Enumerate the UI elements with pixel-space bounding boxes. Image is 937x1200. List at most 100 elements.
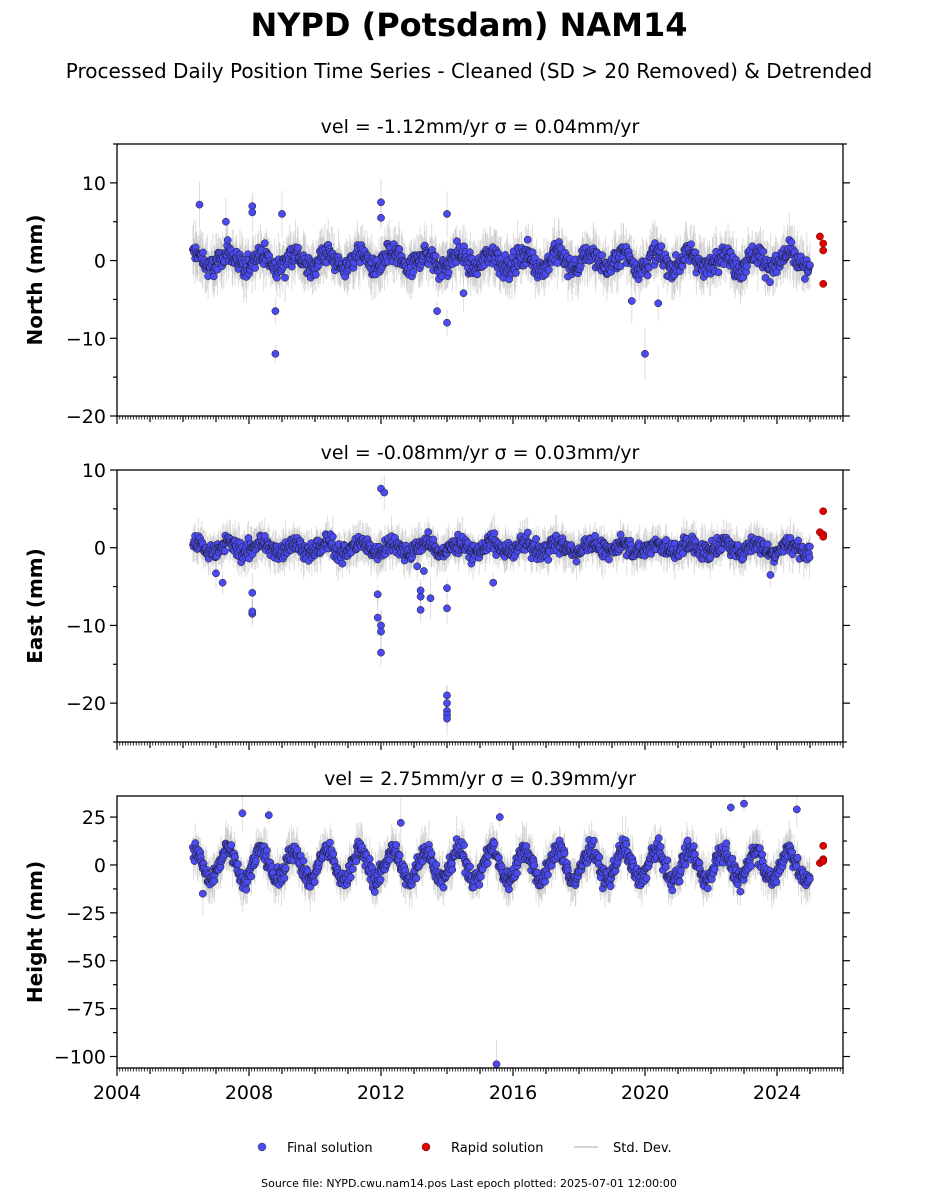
panel-north: vel = -1.12mm/yr σ = 0.04mm/yr North (mm)… <box>23 116 850 428</box>
final-point <box>443 714 451 723</box>
rapid-point <box>819 246 828 255</box>
final-point <box>473 270 481 279</box>
final-point <box>443 318 451 327</box>
y-tick-label: 10 <box>82 173 106 195</box>
y-axis-label: North (mm) <box>23 214 47 345</box>
final-point <box>212 569 220 578</box>
y-tick-label: −20 <box>66 406 106 428</box>
final-solution-points <box>189 484 814 723</box>
rapid-point <box>819 239 828 248</box>
final-point <box>429 535 438 544</box>
final-point <box>218 578 227 587</box>
series-final <box>189 178 828 380</box>
final-point <box>616 262 625 271</box>
final-point <box>591 531 599 540</box>
figure-title: NYPD (Potsdam) NAM14 <box>250 6 687 44</box>
final-point <box>544 265 553 274</box>
final-point <box>329 532 337 541</box>
final-point <box>759 247 768 256</box>
final-point <box>271 349 280 358</box>
final-point <box>787 238 796 247</box>
rapid-solution-points <box>816 507 828 541</box>
final-point <box>248 607 257 616</box>
final-point <box>806 542 814 551</box>
final-point <box>511 269 520 277</box>
final-point <box>281 273 289 282</box>
final-point <box>805 553 814 562</box>
final-point <box>338 559 347 568</box>
rapid-point <box>819 507 828 516</box>
final-point <box>654 299 663 308</box>
std-dev-bars <box>192 474 811 735</box>
final-point <box>687 240 695 249</box>
final-point <box>294 243 302 252</box>
y-axis-label: East (mm) <box>23 548 47 664</box>
panel-title: vel = -1.12mm/yr σ = 0.04mm/yr <box>321 116 640 138</box>
final-point <box>424 528 432 536</box>
final-point <box>377 627 385 636</box>
final-point <box>377 213 385 222</box>
final-point <box>572 557 581 566</box>
y-tick-label: −10 <box>66 328 106 350</box>
final-point <box>641 349 649 358</box>
final-point <box>395 245 404 254</box>
final-point <box>377 198 385 207</box>
final-point <box>413 562 422 571</box>
final-point <box>373 613 382 622</box>
final-point <box>794 536 802 545</box>
final-point <box>443 584 451 592</box>
final-point <box>643 271 652 280</box>
final-point <box>627 297 636 305</box>
final-point <box>420 567 428 575</box>
panel-title: vel = -0.08mm/yr σ = 0.03mm/yr <box>321 442 640 464</box>
y-tick-label: −10 <box>66 615 106 637</box>
final-solution-points <box>189 198 814 358</box>
final-point <box>311 270 320 279</box>
final-point <box>199 248 207 257</box>
final-point <box>260 239 269 248</box>
final-point <box>223 236 232 244</box>
final-point <box>443 691 451 700</box>
final-point <box>743 262 751 271</box>
final-point <box>489 578 498 587</box>
y-tick-label: 0 <box>94 538 106 560</box>
y-tick-label: 0 <box>94 251 106 273</box>
final-point <box>544 555 553 564</box>
final-point <box>373 590 382 599</box>
final-point <box>598 251 607 260</box>
axes-frame <box>116 469 844 743</box>
final-point <box>248 588 257 597</box>
final-point <box>806 261 814 269</box>
figure-subtitle: Processed Daily Position Time Series - C… <box>66 59 872 83</box>
y-tick-label: −20 <box>66 693 106 715</box>
final-point <box>443 604 451 613</box>
final-point <box>271 307 280 315</box>
final-point <box>657 242 666 250</box>
final-point <box>443 699 451 707</box>
final-point <box>433 307 441 315</box>
final-point <box>377 648 385 657</box>
final-point <box>380 488 389 497</box>
final-point <box>278 210 286 218</box>
rapid-point <box>819 280 828 288</box>
rapid-solution-points <box>816 232 828 288</box>
final-point <box>553 259 562 267</box>
final-point <box>490 529 499 538</box>
final-point <box>714 268 723 277</box>
final-point <box>523 235 532 244</box>
final-point <box>426 594 435 603</box>
panels: vel = -1.12mm/yr σ = 0.04mm/yr North (mm)… <box>23 116 850 1104</box>
final-point <box>443 210 451 218</box>
final-point <box>251 264 259 272</box>
final-point <box>801 275 809 283</box>
final-point <box>195 200 204 209</box>
final-point <box>763 540 772 549</box>
final-point <box>523 528 532 537</box>
final-point <box>605 555 613 564</box>
final-point <box>409 268 417 276</box>
series-final <box>189 474 828 735</box>
final-point <box>248 208 257 217</box>
y-tick-label: 10 <box>82 460 106 482</box>
